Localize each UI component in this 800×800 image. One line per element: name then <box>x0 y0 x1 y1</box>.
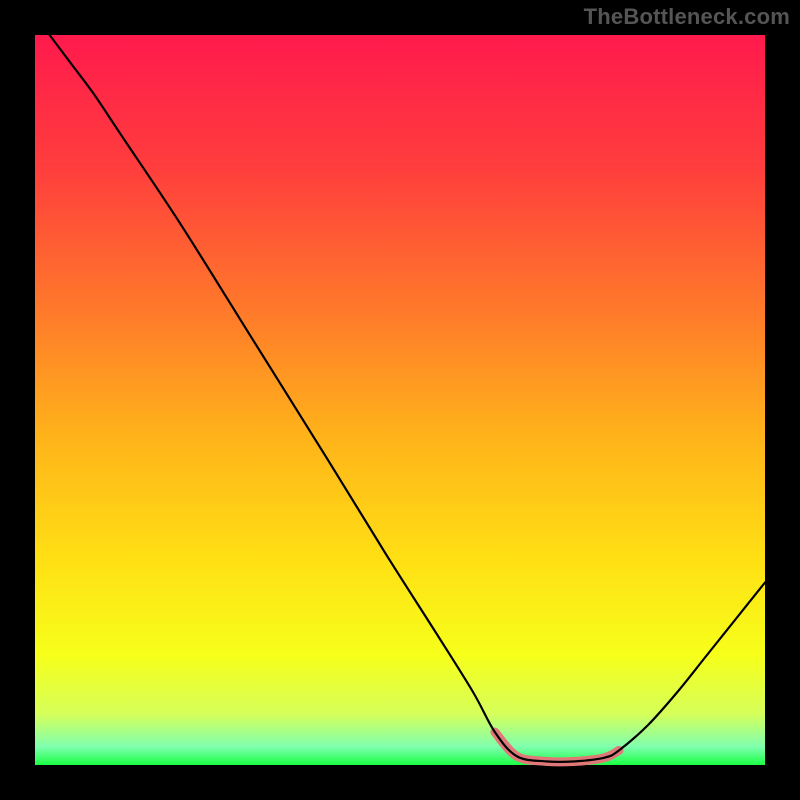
chart-stage: TheBottleneck.com <box>0 0 800 800</box>
chart-svg <box>0 0 800 800</box>
watermark-text: TheBottleneck.com <box>584 4 790 30</box>
plot-background <box>35 35 765 765</box>
